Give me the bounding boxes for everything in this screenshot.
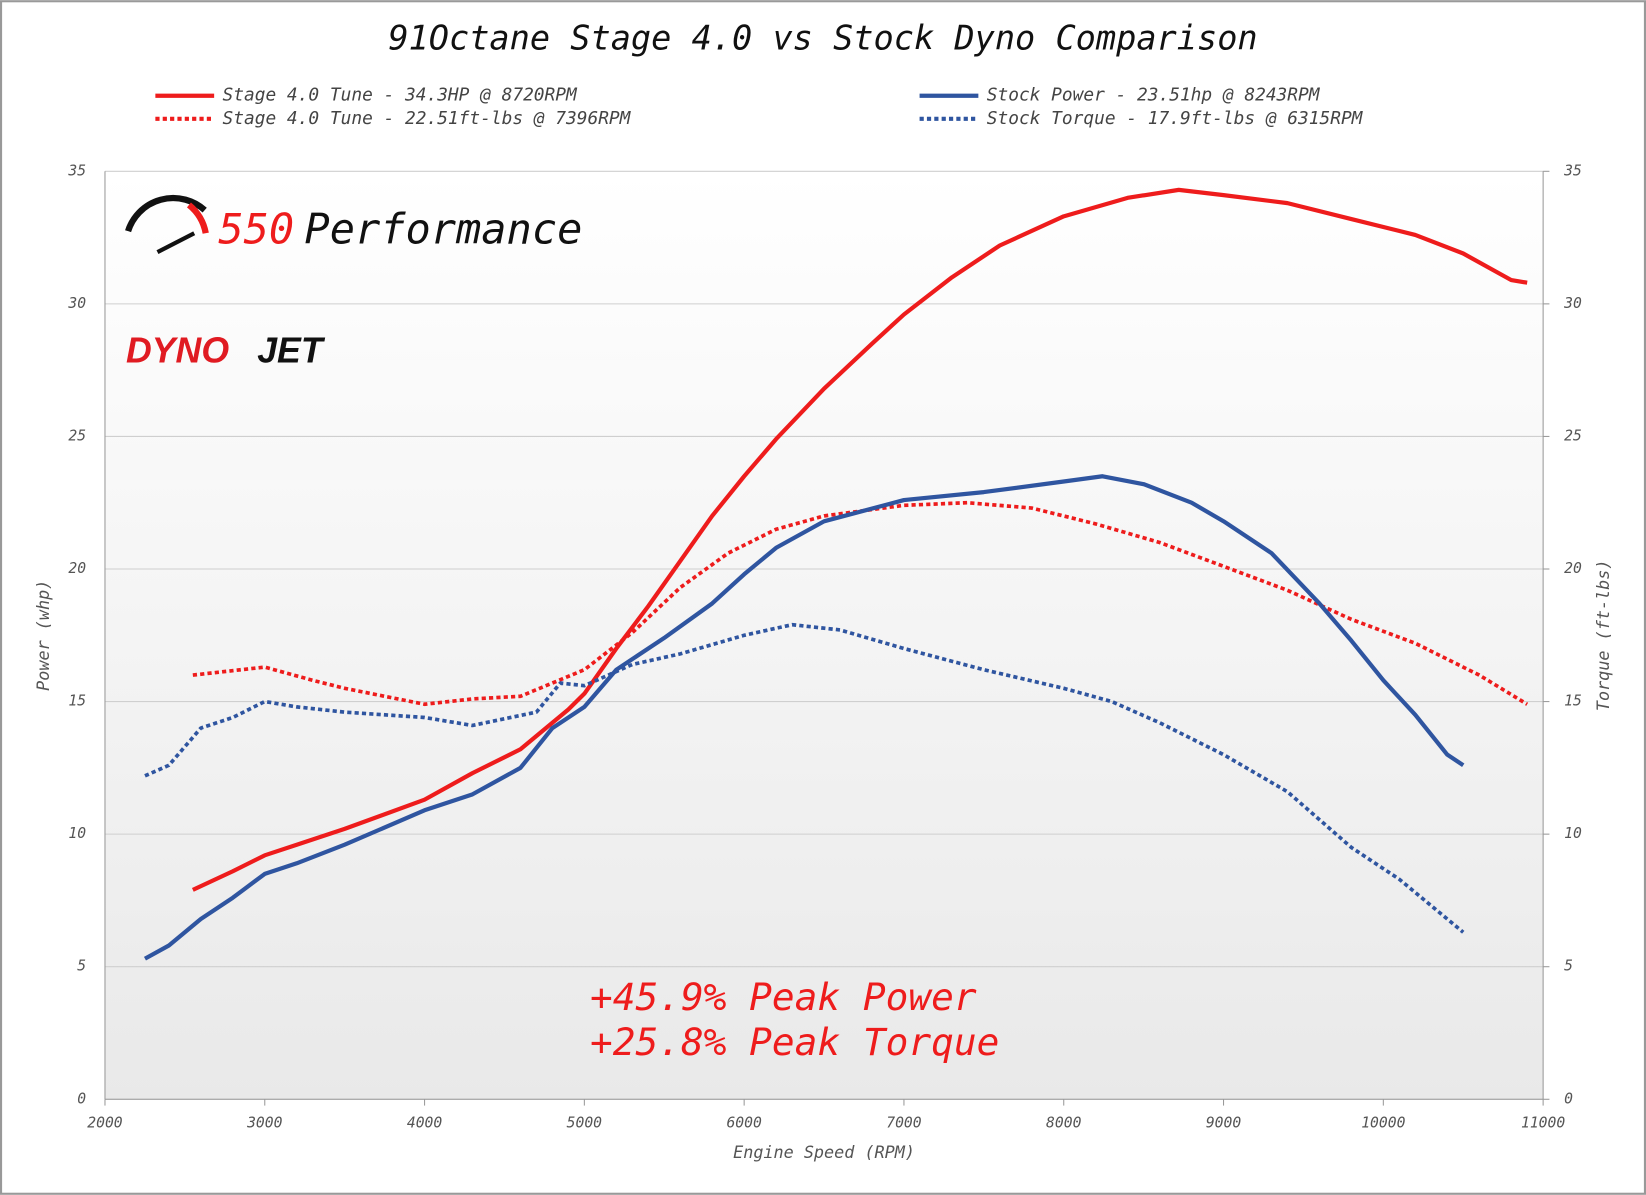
- y-tick-label: 35: [67, 162, 86, 179]
- x-tick-label: 9000: [1206, 1114, 1242, 1131]
- annotation: +25.8% Peak Torque: [590, 1020, 999, 1064]
- x-tick-label: 5000: [567, 1114, 603, 1131]
- logo-text: Performance: [304, 205, 582, 254]
- y2-tick-label: 30: [1563, 295, 1582, 312]
- chart-title: 91Octane Stage 4.0 vs Stock Dyno Compari…: [388, 19, 1257, 58]
- logo-gauge: [125, 194, 207, 233]
- logo-needle: [156, 231, 196, 255]
- y-tick-label: 30: [67, 295, 86, 312]
- series-line: [144, 622, 1465, 934]
- y2-tick-label: 5: [1564, 958, 1573, 975]
- x-tick-label: 8000: [1046, 1114, 1082, 1131]
- y-tick-label: 5: [77, 958, 86, 975]
- series-line: [192, 500, 1529, 707]
- x-tick-label: 4000: [407, 1114, 443, 1131]
- legend-label: Stock Torque - 17.9ft-lbs @ 6315RPM: [987, 108, 1364, 129]
- x-tick-label: 10000: [1361, 1114, 1405, 1131]
- legend-label: Stage 4.0 Tune - 22.51ft-lbs @ 7396RPM: [223, 108, 632, 129]
- logo-gauge-red: [186, 202, 209, 234]
- x-tick-label: 2000: [87, 1114, 123, 1131]
- x-axis-label: Engine Speed (RPM): [733, 1142, 915, 1162]
- x-tick-label: 11000: [1521, 1114, 1565, 1131]
- y2-tick-label: 35: [1563, 162, 1582, 179]
- y-tick-label: 0: [77, 1090, 86, 1107]
- annotation: +45.9% Peak Power: [590, 975, 977, 1019]
- x-tick-label: 7000: [886, 1114, 922, 1131]
- legend-label: Stage 4.0 Tune - 34.3HP @ 8720RPM: [223, 85, 578, 106]
- x-tick-label: 3000: [246, 1114, 283, 1131]
- y2-tick-label: 0: [1564, 1090, 1573, 1107]
- y-axis-label: Power (whp): [33, 580, 53, 691]
- y-tick-label: 10: [68, 825, 86, 842]
- y-tick-label: 25: [68, 427, 86, 444]
- x-tick-label: 6000: [726, 1114, 762, 1131]
- plot-area: [104, 171, 1544, 1100]
- y2-tick-label: 25: [1564, 427, 1582, 444]
- brand-black: JET: [257, 330, 326, 370]
- legend-label: Stock Power - 23.51hp @ 8243RPM: [987, 85, 1321, 106]
- y2-tick-label: 10: [1564, 825, 1582, 842]
- series-line: [191, 187, 1528, 892]
- y2-tick-label: 20: [1564, 560, 1582, 577]
- logo: 550 Performance DYNO JET: [125, 194, 582, 370]
- y2-axis-label: Torque (ft-lbs): [1593, 560, 1613, 712]
- y-tick-label: 15: [68, 693, 86, 710]
- y2-tick-label: 15: [1564, 693, 1582, 710]
- series-line: [143, 474, 1465, 961]
- y-tick-label: 20: [68, 560, 86, 577]
- logo-number: 550: [218, 205, 294, 254]
- brand-red: DYNO: [126, 330, 229, 370]
